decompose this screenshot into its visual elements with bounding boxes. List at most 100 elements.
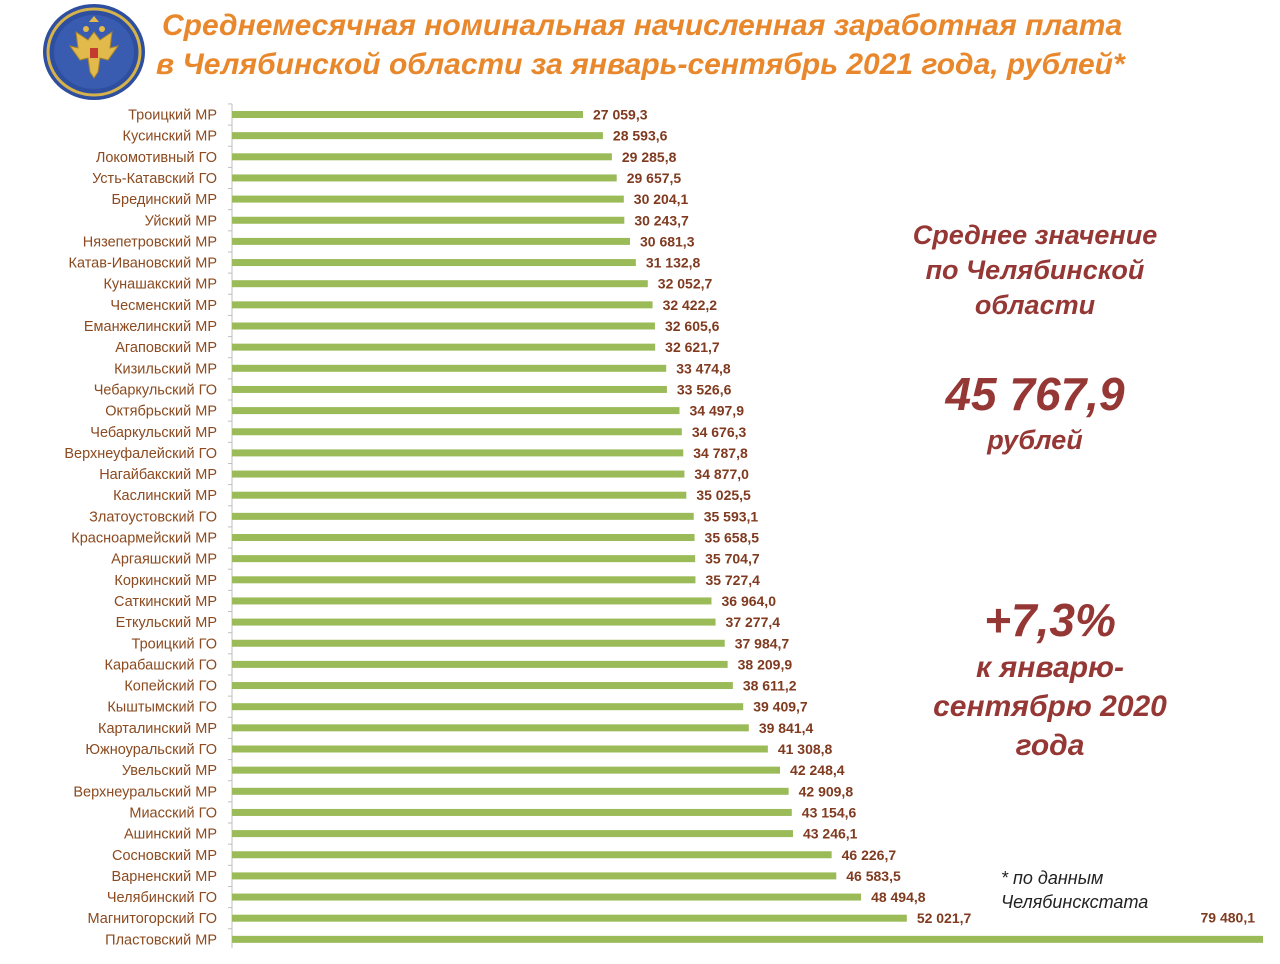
data-label: 46 583,5 <box>846 868 901 884</box>
bar <box>232 237 630 245</box>
bar <box>232 851 832 859</box>
growth-text: к январю-сентябрю 2020 года <box>933 651 1167 762</box>
bar <box>232 407 680 415</box>
category-label: Чесменский МР <box>110 298 217 314</box>
bar <box>232 132 603 140</box>
category-label: Магнитогорский ГО <box>88 911 217 927</box>
bar <box>232 724 749 732</box>
data-label: 29 657,5 <box>627 170 682 186</box>
category-label: Южноуральский ГО <box>85 742 217 758</box>
bar <box>232 153 612 161</box>
bar <box>232 576 696 584</box>
bar <box>232 808 792 816</box>
data-label: 32 422,2 <box>663 297 718 313</box>
bar <box>232 872 837 880</box>
bar <box>232 745 768 753</box>
category-label: Саткинский МР <box>114 594 217 610</box>
data-label: 31 132,8 <box>646 255 701 271</box>
category-label: Октябрьский МР <box>105 404 217 420</box>
data-label: 35 704,7 <box>705 551 760 567</box>
data-label: 41 308,8 <box>778 741 833 757</box>
growth-value: +7,3% <box>984 594 1116 646</box>
category-label: Локомотивный ГО <box>96 150 217 166</box>
bar <box>232 914 907 922</box>
average-value: 45 767,9 <box>945 368 1125 420</box>
category-label: Копейский ГО <box>124 679 217 695</box>
bar <box>232 322 655 330</box>
category-label: Кыштымский ГО <box>107 700 217 716</box>
bar <box>232 935 1263 943</box>
category-label: Агаповский МР <box>115 340 217 356</box>
category-label: Пластовский МР <box>105 932 217 948</box>
bar <box>232 364 667 372</box>
bar <box>232 428 682 436</box>
category-label: Карабашский ГО <box>105 657 217 673</box>
category-label: Нагайбакский МР <box>99 467 217 483</box>
data-label: 30 204,1 <box>634 191 689 207</box>
category-label: Чебаркульский ГО <box>94 382 217 398</box>
data-label: 43 246,1 <box>803 826 858 842</box>
data-label: 37 277,4 <box>726 614 781 630</box>
data-label: 37 984,7 <box>735 635 790 651</box>
bar <box>232 830 793 838</box>
bar <box>232 597 712 605</box>
data-label: 39 409,7 <box>753 699 808 715</box>
emblem-icon <box>43 4 145 100</box>
data-label: 39 841,4 <box>759 720 814 736</box>
bar <box>232 682 733 690</box>
average-label: Среднее значение по Челябинской области <box>912 220 1158 320</box>
bar <box>232 512 694 520</box>
bar <box>232 534 695 541</box>
data-label: 48 494,8 <box>871 889 926 905</box>
bar <box>232 449 684 457</box>
category-label: Уйский МР <box>145 213 217 229</box>
data-label: 42 248,4 <box>790 762 845 778</box>
data-label: 28 593,6 <box>613 128 668 144</box>
data-label: 35 593,1 <box>704 508 759 524</box>
bar <box>232 618 716 626</box>
category-label: Миасский ГО <box>129 805 217 821</box>
category-label: Троицкий ГО <box>132 636 217 652</box>
category-label: Увельский МР <box>122 763 217 779</box>
data-label: 35 658,5 <box>705 530 760 546</box>
data-label: 52 021,7 <box>917 910 972 926</box>
bar <box>232 301 653 309</box>
chart-title-line-1: Среднемесячная номинальная начисленная з… <box>162 9 1123 42</box>
bar <box>232 216 625 224</box>
data-label: 32 621,7 <box>665 339 720 355</box>
chart-title-line-2: в Челябинской области за январь-сентябрь… <box>156 48 1125 81</box>
data-label: 34 877,0 <box>694 466 749 482</box>
category-label: Карталинский МР <box>98 721 217 737</box>
category-label: Катав-Ивановский МР <box>69 256 217 272</box>
category-label: Коркинский МР <box>114 573 217 589</box>
category-label: Верхнеуральский МР <box>73 784 217 800</box>
data-label: 35 025,5 <box>696 487 751 503</box>
category-label: Златоустовский ГО <box>89 509 217 525</box>
bar <box>232 491 687 499</box>
category-label: Троицкий МР <box>128 108 217 124</box>
category-label: Усть-Катавский ГО <box>92 171 217 187</box>
data-label: 42 909,8 <box>799 783 854 799</box>
data-label: 79 480,1 <box>1201 909 1256 925</box>
category-label: Нязепетровский МР <box>83 234 217 250</box>
data-label: 36 964,0 <box>721 593 776 609</box>
category-label: Еманжелинский МР <box>84 319 217 335</box>
bar <box>232 660 728 668</box>
bar <box>232 470 685 478</box>
data-label: 43 154,6 <box>802 804 857 820</box>
bar <box>232 343 656 351</box>
data-label: 35 727,4 <box>705 572 760 588</box>
data-label: 34 787,8 <box>693 445 748 461</box>
category-label: Еткульский МР <box>116 615 217 631</box>
data-label: 27 059,3 <box>593 107 648 123</box>
data-label: 32 605,6 <box>665 318 720 334</box>
category-label: Красноармейский МР <box>71 531 217 547</box>
data-label: 33 526,6 <box>677 381 732 397</box>
bar <box>232 195 624 203</box>
category-label: Брединский МР <box>112 192 217 208</box>
data-label: 30 243,7 <box>634 212 689 228</box>
bar <box>232 555 696 563</box>
data-label: 33 474,8 <box>676 360 731 376</box>
bar <box>232 766 781 774</box>
